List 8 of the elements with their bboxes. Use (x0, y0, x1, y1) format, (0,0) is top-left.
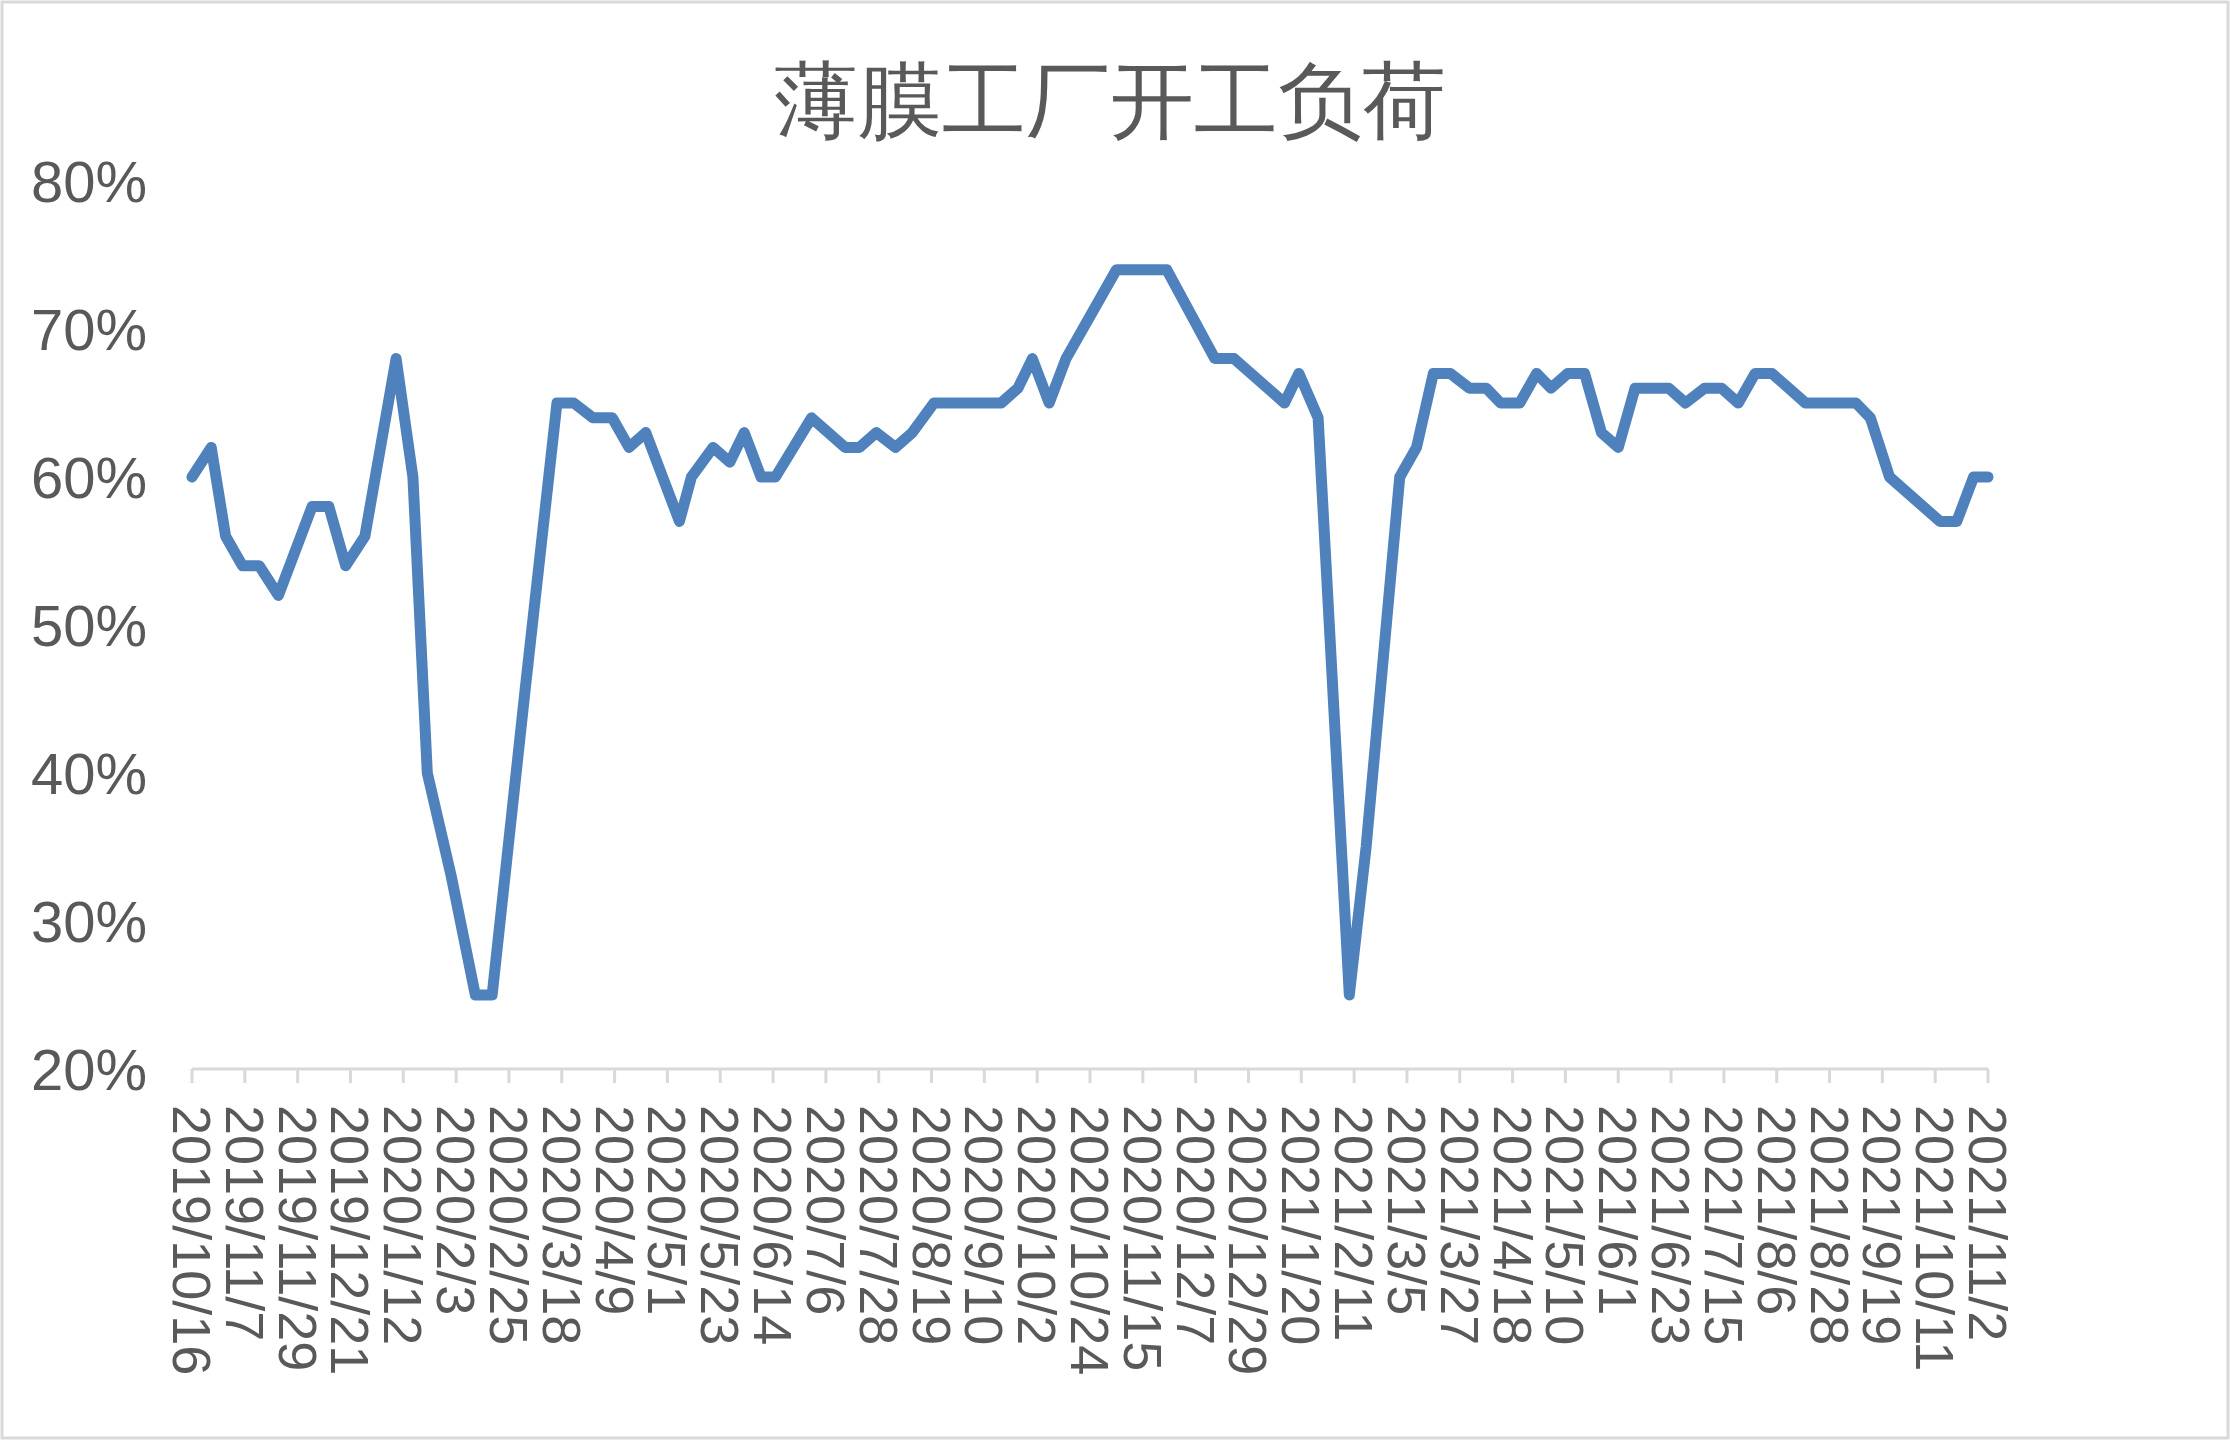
y-tick-label: 40% (30, 740, 147, 806)
y-tick-label: 20% (30, 1036, 147, 1102)
chart-title: 薄膜工厂开工负荷 (774, 54, 1446, 148)
y-tick-label: 80% (30, 148, 147, 214)
y-tick-label: 70% (30, 296, 147, 362)
y-tick-label: 60% (30, 444, 147, 510)
y-tick-label: 30% (30, 888, 147, 954)
y-tick-label: 50% (30, 592, 147, 658)
